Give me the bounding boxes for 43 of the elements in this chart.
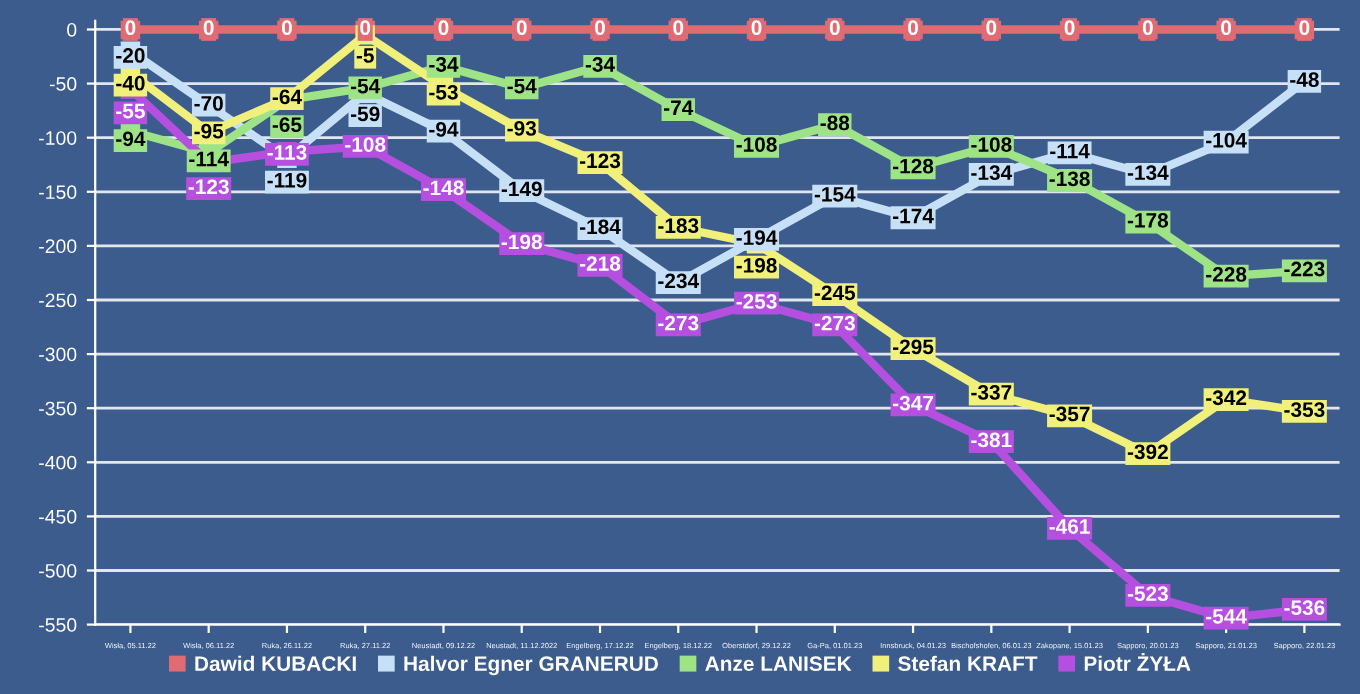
data-label: 0 [360,20,371,36]
data-label: 0 [986,20,997,36]
data-label: 0 [281,20,292,36]
data-label: 0 [751,20,762,36]
data-label: 0 [125,20,136,36]
data-label: 0 [829,20,840,36]
data-label: 0 [908,20,918,36]
legend-label: Anze LANISEK [705,656,852,672]
data-label: 0 [203,20,214,36]
data-label: 0 [673,20,684,36]
data-label: 0 [1142,20,1153,36]
y-tick-label: 0 [67,22,77,37]
data-label: -113 [267,145,307,160]
y-tick-label: -100 [39,131,77,145]
legend-label: Dawid KUBACKI [195,655,356,672]
data-label: -40 [116,75,145,91]
y-tick-label: -450 [39,509,77,524]
legend-label: Piotr ŻYŁA [1084,653,1191,672]
data-label: 0 [1221,20,1232,36]
data-label: -65 [272,117,302,133]
y-tick-label: -250 [39,293,77,308]
data-label: -123 [188,179,229,195]
data-label: -119 [267,172,307,188]
y-tick-label: -500 [39,563,77,578]
data-label: -55 [116,103,145,119]
data-label: 0 [1299,20,1310,36]
y-tick-label: -350 [39,401,77,416]
data-label: 0 [595,20,605,36]
data-label: 0 [438,20,449,36]
y-tick-label: -200 [39,239,77,254]
data-label: 0 [1064,20,1075,36]
y-tick-label: -550 [39,618,77,632]
data-label: -198 [736,258,777,273]
data-label: -59 [350,106,380,122]
data-label: -138 [1049,171,1090,187]
y-tick-label: -50 [49,77,77,91]
data-label: 0 [516,20,527,36]
y-tick-label: -300 [39,347,77,362]
data-label: -5 [356,48,374,63]
legend-label: Halvor Egner GRANERUD [404,655,658,676]
y-tick-label: -400 [39,455,77,470]
legend-label: Stefan KRAFT [898,655,1038,672]
y-tick-label: -150 [39,185,77,200]
